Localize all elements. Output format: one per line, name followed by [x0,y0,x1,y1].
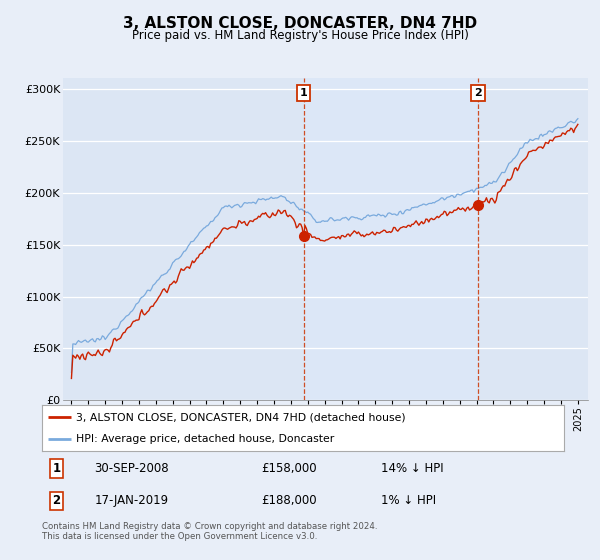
Text: 1: 1 [299,88,307,98]
Text: 3, ALSTON CLOSE, DONCASTER, DN4 7HD (detached house): 3, ALSTON CLOSE, DONCASTER, DN4 7HD (det… [76,412,406,422]
Text: 3, ALSTON CLOSE, DONCASTER, DN4 7HD: 3, ALSTON CLOSE, DONCASTER, DN4 7HD [123,16,477,31]
Text: £188,000: £188,000 [261,494,317,507]
Text: 1% ↓ HPI: 1% ↓ HPI [382,494,436,507]
Text: Contains HM Land Registry data © Crown copyright and database right 2024.
This d: Contains HM Land Registry data © Crown c… [42,522,377,542]
Text: £158,000: £158,000 [261,462,317,475]
Text: 17-JAN-2019: 17-JAN-2019 [94,494,169,507]
Text: Price paid vs. HM Land Registry's House Price Index (HPI): Price paid vs. HM Land Registry's House … [131,29,469,42]
Text: 1: 1 [53,462,61,475]
Text: 30-SEP-2008: 30-SEP-2008 [94,462,169,475]
Text: 14% ↓ HPI: 14% ↓ HPI [382,462,444,475]
Text: 2: 2 [474,88,482,98]
Text: 2: 2 [53,494,61,507]
Text: HPI: Average price, detached house, Doncaster: HPI: Average price, detached house, Donc… [76,435,334,444]
Bar [304,78,478,400]
